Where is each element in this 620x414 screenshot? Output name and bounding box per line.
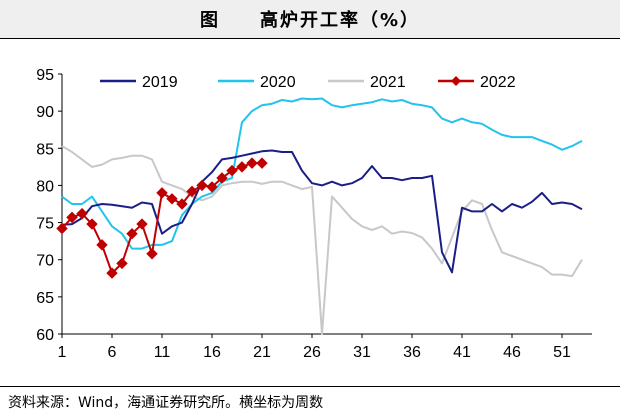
data-point-2022 [126,228,138,240]
legend-label-2020: 2020 [260,74,296,91]
y-tick-label: 60 [36,327,54,344]
data-point-2022 [226,164,238,177]
x-tick-label: 21 [253,344,271,361]
data-point-2022 [176,198,188,210]
data-point-2022 [66,211,78,224]
x-tick-label: 31 [353,344,371,361]
x-tick-label: 46 [503,344,521,361]
data-point-2022 [96,239,108,251]
x-tick-label: 51 [553,344,571,361]
x-tick-label: 6 [108,344,117,361]
y-tick-label: 75 [36,216,54,233]
data-point-2022 [186,185,198,198]
y-tick-label: 65 [36,290,54,307]
data-point-2022 [136,218,148,230]
data-point-2022 [206,181,218,193]
source-rule [0,386,620,387]
chart-title: 图 高炉开工率（%） [199,10,421,31]
data-point-2022 [156,187,168,199]
legend-label-2021: 2021 [370,74,406,91]
data-point-2022 [106,267,118,279]
x-tick-label: 41 [453,344,471,361]
data-point-2022 [86,218,98,230]
x-tick-label: 36 [403,344,421,361]
y-tick-label: 90 [36,104,54,121]
data-point-2022 [166,193,178,205]
data-point-2022 [146,248,158,260]
y-tick-label: 95 [36,67,54,84]
source-note: 资料来源：Wind，海通证券研究所。横坐标为周数 [8,395,324,411]
series-layer [56,97,583,335]
y-tick-label: 85 [36,141,54,158]
series-line-2021 [61,145,583,335]
data-point-2022 [256,157,268,169]
data-point-2022 [236,161,248,173]
x-tick-label: 11 [154,344,171,361]
y-tick-label: 80 [36,178,54,195]
data-point-2022 [116,257,128,270]
data-point-2022 [76,207,88,220]
title-band: 图 高炉开工率（%） [0,0,620,38]
series-line-2019 [61,149,583,274]
legend-marker-2022 [451,76,461,86]
data-point-2022 [56,222,68,235]
data-point-2022 [196,179,208,192]
title-rule [0,38,620,39]
x-tick-label: 16 [203,344,221,361]
y-tick-label: 70 [36,253,54,270]
legend: 2019 2020 2021 2022 [100,74,516,91]
x-tick-label: 26 [303,344,321,361]
data-point-2022 [246,157,258,169]
legend-label-2022: 2022 [480,74,516,91]
legend-label-2019: 2019 [142,74,178,91]
x-tick-label: 1 [58,344,67,361]
data-point-2022 [216,172,228,184]
